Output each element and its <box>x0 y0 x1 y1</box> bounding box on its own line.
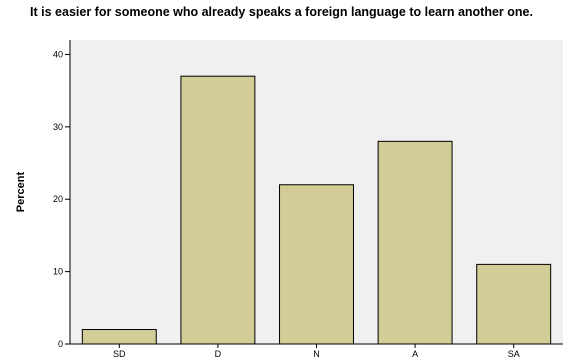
x-tick-label-a: A <box>412 349 418 359</box>
x-tick-label-sd: SD <box>113 349 126 359</box>
y-tick-label: 30 <box>53 122 63 132</box>
y-axis-label: Percent <box>15 171 27 212</box>
bar-a <box>377 140 453 345</box>
bar-sd <box>81 329 157 345</box>
x-tick-label-d: D <box>215 349 222 359</box>
y-tick-label: 40 <box>53 49 63 59</box>
y-tick-label: 10 <box>53 267 63 277</box>
bar-d <box>180 75 256 345</box>
bars-group <box>81 75 552 345</box>
bar-n <box>279 184 354 345</box>
x-axis: SD D N A SA <box>70 343 563 359</box>
y-tick-label: 0 <box>58 339 63 349</box>
x-tick-label-sa: SA <box>508 349 520 359</box>
chart-title: It is easier for someone who already spe… <box>30 5 533 19</box>
y-axis: 0 10 20 30 40 <box>53 40 71 349</box>
x-tick-label-n: N <box>313 349 320 359</box>
y-tick-label: 20 <box>53 194 63 204</box>
bar-sa <box>476 263 552 345</box>
